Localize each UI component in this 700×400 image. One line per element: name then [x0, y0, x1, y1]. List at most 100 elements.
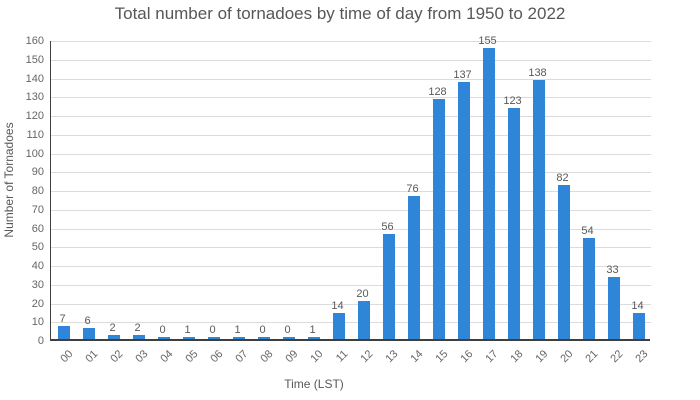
- bar-value-label-01: 6: [84, 315, 91, 327]
- x-tick-label-18: 18: [507, 348, 525, 366]
- bar-08[interactable]: [257, 337, 270, 339]
- x-tick-label-12: 12: [357, 348, 375, 366]
- bar-value-label-16: 137: [453, 69, 472, 81]
- gridline-y-130: [51, 97, 651, 99]
- y-tick-label-70: 70: [31, 203, 44, 216]
- y-tick-label-40: 40: [31, 260, 44, 272]
- y-tick-label-100: 100: [25, 147, 44, 160]
- bar-value-label-00: 7: [59, 313, 66, 325]
- y-tick-label-20: 20: [31, 297, 44, 310]
- y-tick-label-160: 160: [25, 35, 44, 47]
- x-tick-label-19: 19: [532, 348, 550, 366]
- plot-area: [50, 41, 651, 341]
- bar-value-label-20: 82: [556, 172, 569, 184]
- y-tick-label-0: 0: [37, 335, 44, 347]
- bar-value-label-21: 54: [581, 225, 594, 237]
- y-tick-label-110: 110: [26, 128, 44, 141]
- bar-value-label-14: 76: [406, 183, 419, 195]
- bar-11[interactable]: [332, 313, 345, 339]
- gridline-y-110: [51, 134, 651, 136]
- x-tick-label-08: 08: [257, 348, 275, 366]
- y-tick-label-130: 130: [25, 91, 44, 104]
- x-tick-label-21: 21: [582, 348, 600, 366]
- x-tick-label-23: 23: [632, 348, 650, 366]
- gridline-y-70: [51, 209, 651, 211]
- y-tick-label-30: 30: [31, 278, 44, 291]
- x-tick-label-17: 17: [482, 348, 500, 366]
- bar-value-label-13: 56: [381, 221, 394, 233]
- bar-15[interactable]: [432, 99, 445, 339]
- bar-06[interactable]: [207, 337, 220, 339]
- bar-value-label-07: 1: [234, 324, 241, 336]
- bar-value-label-22: 33: [606, 264, 619, 276]
- x-tick-label-22: 22: [607, 348, 625, 366]
- bar-02[interactable]: [107, 335, 120, 339]
- y-tick-label-120: 120: [25, 110, 44, 122]
- bar-21[interactable]: [582, 238, 595, 339]
- x-tick-label-03: 03: [132, 348, 150, 366]
- bar-20[interactable]: [557, 185, 570, 339]
- chart-title: Total number of tornadoes by time of day…: [114, 4, 566, 23]
- y-tick-label-90: 90: [31, 166, 44, 179]
- bar-value-label-09: 0: [284, 324, 291, 336]
- gridline-y-40: [51, 266, 651, 267]
- bar-23[interactable]: [632, 313, 645, 339]
- x-tick-label-11: 11: [333, 348, 350, 365]
- x-tick-label-07: 07: [232, 348, 250, 366]
- x-tick-label-10: 10: [307, 348, 325, 366]
- x-tick-label-09: 09: [282, 348, 300, 366]
- bar-value-label-23: 14: [631, 300, 644, 312]
- bar-value-label-02: 2: [109, 322, 116, 334]
- bar-03[interactable]: [132, 335, 145, 339]
- bar-value-label-04: 0: [159, 324, 166, 336]
- bar-18[interactable]: [507, 108, 520, 339]
- bar-value-label-15: 128: [428, 86, 447, 98]
- gridline-y-20: [51, 303, 651, 305]
- bar-01[interactable]: [82, 328, 95, 339]
- bar-17[interactable]: [482, 48, 495, 339]
- x-tick-label-00: 00: [57, 348, 75, 366]
- y-tick-label-140: 140: [25, 72, 44, 85]
- bar-value-label-11: 14: [331, 300, 344, 312]
- bar-value-label-08: 0: [259, 324, 266, 336]
- gridline-y-120: [51, 116, 651, 117]
- bar-07[interactable]: [232, 337, 245, 339]
- bar-value-label-10: 1: [309, 324, 316, 336]
- x-tick-label-06: 06: [207, 348, 225, 366]
- bar-09[interactable]: [282, 337, 295, 339]
- bar-22[interactable]: [607, 277, 620, 339]
- bar-10[interactable]: [307, 337, 320, 339]
- x-tick-label-04: 04: [157, 348, 175, 366]
- y-tick-label-150: 150: [25, 53, 44, 66]
- bar-value-label-12: 20: [356, 288, 369, 300]
- x-tick-label-20: 20: [557, 348, 575, 366]
- x-tick-label-16: 16: [457, 348, 475, 366]
- gridline-y-60: [51, 228, 651, 230]
- bar-value-label-18: 123: [503, 95, 522, 107]
- y-tick-label-10: 10: [31, 316, 44, 329]
- gridline-y-90: [51, 172, 651, 174]
- bar-12[interactable]: [357, 301, 370, 339]
- bar-value-label-06: 0: [209, 324, 216, 336]
- bar-16[interactable]: [457, 82, 470, 339]
- bar-04[interactable]: [157, 337, 170, 339]
- gridline-y-30: [51, 284, 651, 286]
- gridline-y-160: [51, 41, 651, 42]
- gridline-y-100: [51, 153, 651, 155]
- bar-value-label-03: 2: [134, 322, 141, 334]
- bar-05[interactable]: [182, 337, 195, 339]
- bar-00[interactable]: [57, 326, 70, 339]
- x-tick-label-15: 15: [432, 348, 450, 366]
- gridline-y-80: [51, 191, 651, 192]
- bar-value-label-05: 1: [184, 324, 191, 336]
- bar-14[interactable]: [407, 196, 420, 339]
- bar-19[interactable]: [532, 80, 545, 339]
- x-tick-label-01: 01: [82, 348, 100, 366]
- x-tick-label-02: 02: [107, 348, 125, 366]
- x-axis-title: Time (LST): [284, 377, 344, 391]
- bar-13[interactable]: [382, 234, 395, 339]
- y-tick-label-80: 80: [31, 185, 44, 197]
- y-tick-label-50: 50: [31, 241, 44, 254]
- x-tick-label-05: 05: [182, 348, 200, 366]
